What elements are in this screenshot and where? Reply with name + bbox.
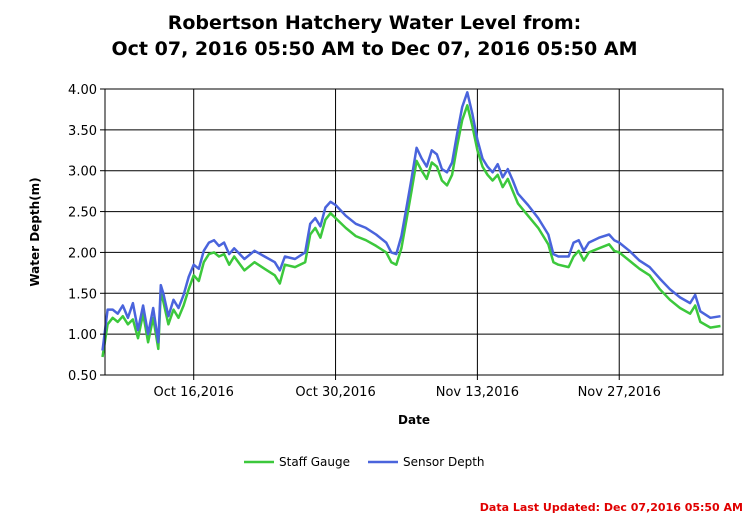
y-tick-label-1: 1.00 xyxy=(68,328,97,343)
series-lines xyxy=(101,91,721,358)
x-tick-label-3: Nov 27,2016 xyxy=(578,385,661,400)
legend-label-staff-gauge: Staff Gauge xyxy=(279,455,350,469)
y-axis-ticks: 0.50 1.00 1.50 2.00 2.50 3.00 3.50 4.00 xyxy=(68,83,105,384)
plot-area-border xyxy=(104,88,724,376)
series-line-staff-gauge xyxy=(101,104,721,358)
chart-title: Robertson Hatchery Water Level from: Oct… xyxy=(0,10,749,62)
y-axis-label: Water Depth(m) xyxy=(28,177,42,286)
x-tick-label-0: Oct 16,2016 xyxy=(154,385,234,400)
series-line-sensor-depth xyxy=(101,91,721,351)
y-tick-label-4: 2.50 xyxy=(68,206,97,221)
x-tick-label-2: Nov 13,2016 xyxy=(436,385,519,400)
y-tick-label-6: 3.50 xyxy=(68,124,97,139)
y-tick-label-3: 2.00 xyxy=(68,246,97,261)
x-axis-label: Date xyxy=(398,413,430,427)
chart-title-line-2: Oct 07, 2016 05:50 AM to Dec 07, 2016 05… xyxy=(111,38,638,60)
legend: Staff Gauge Sensor Depth xyxy=(244,455,485,469)
y-tick-label-7: 4.00 xyxy=(68,83,97,98)
legend-label-sensor-depth: Sensor Depth xyxy=(403,455,485,469)
y-tick-label-5: 3.00 xyxy=(68,165,97,180)
y-tick-label-0: 0.50 xyxy=(68,369,97,384)
x-tick-label-1: Oct 30,2016 xyxy=(295,385,375,400)
grid-lines xyxy=(105,88,723,376)
y-tick-label-2: 1.50 xyxy=(68,287,97,302)
chart-title-line-1: Robertson Hatchery Water Level from: xyxy=(167,12,582,34)
data-last-updated: Data Last Updated: Dec 07,2016 05:50 AM xyxy=(479,501,743,514)
x-axis-ticks: Oct 16,2016 Oct 30,2016 Nov 13,2016 Nov 27,… xyxy=(154,375,661,400)
